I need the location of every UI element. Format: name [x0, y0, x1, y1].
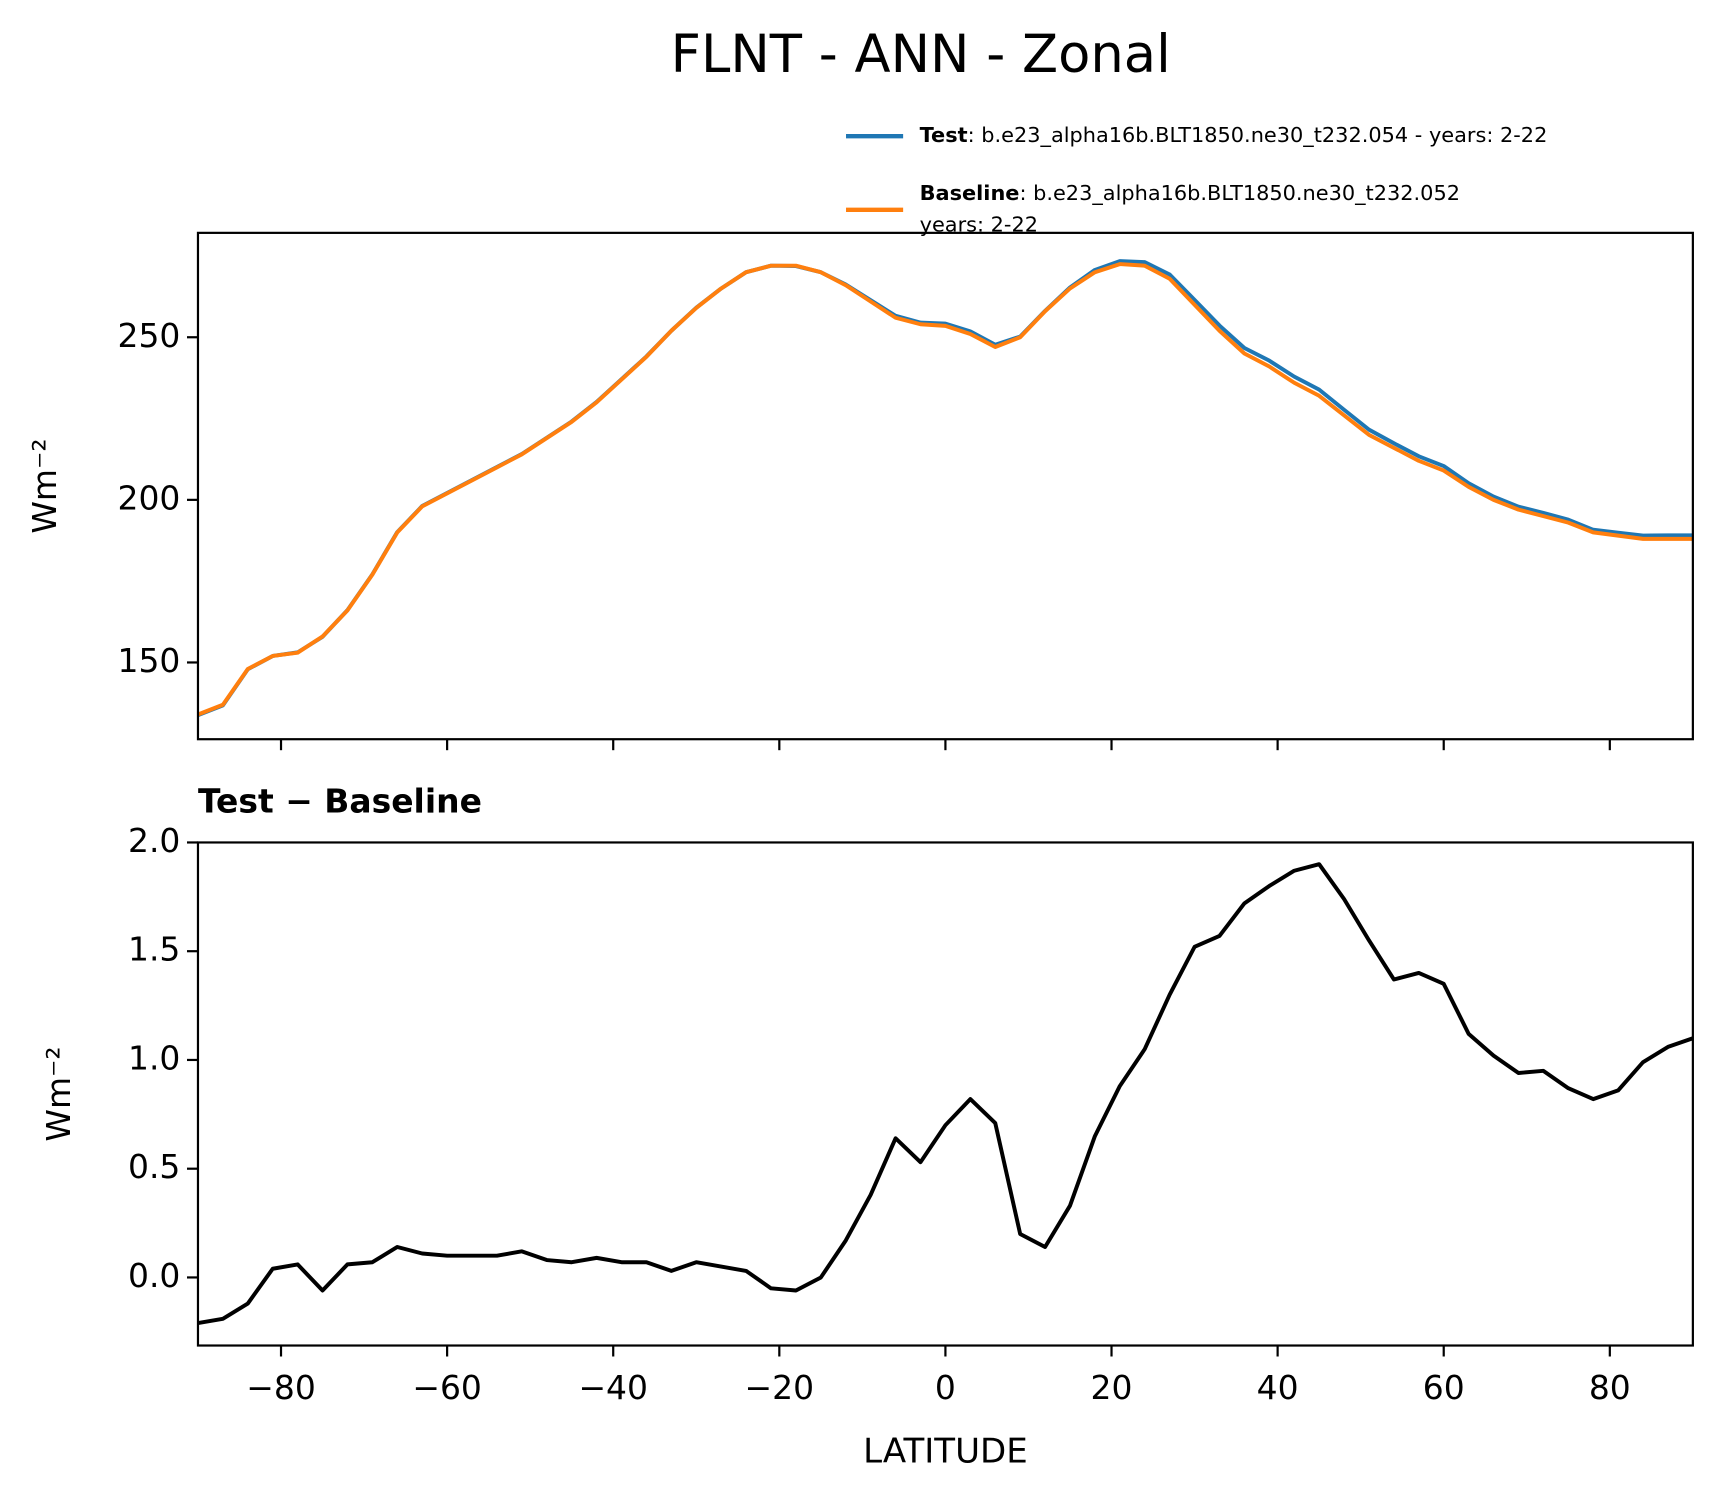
x-tick-label: 20 — [1091, 1368, 1133, 1407]
legend-name: Baseline — [920, 181, 1020, 205]
data-line — [197, 862, 1694, 1326]
legend-label: years: 2-22 — [920, 213, 1038, 237]
y-tick-label: 0.0 — [128, 1256, 180, 1295]
legend-name: Test — [920, 123, 968, 147]
x-axis-label: LATITUDE — [863, 1432, 1028, 1472]
x-tick-label: −60 — [412, 1368, 482, 1407]
panel-title: Test − Baseline — [198, 781, 482, 820]
x-tick-label: −40 — [578, 1368, 648, 1407]
legend-label: Test: b.e23_alpha16b.BLT1850.ne30_t232.0… — [920, 123, 1548, 148]
legend-description: : b.e23_alpha16b.BLT1850.ne30_t232.054 -… — [968, 123, 1548, 148]
y-tick-label: 1.5 — [128, 930, 180, 969]
legend-description: : b.e23_alpha16b.BLT1850.ne30_t232.052 — [1019, 181, 1460, 206]
y-tick-label: 150 — [118, 641, 181, 680]
y-tick-label: 2.0 — [128, 821, 180, 860]
x-tick-label: −80 — [246, 1368, 316, 1407]
legend-label: Baseline: b.e23_alpha16b.BLT1850.ne30_t2… — [920, 181, 1460, 206]
data-line — [197, 262, 1693, 717]
x-tick-label: 40 — [1257, 1368, 1299, 1407]
x-tick-label: 60 — [1423, 1368, 1465, 1407]
y-tick-label: 200 — [118, 478, 181, 517]
y-axis-label: Wm⁻² — [39, 1046, 78, 1141]
plot-frame — [196, 841, 1694, 1347]
x-tick-label: −20 — [745, 1368, 815, 1407]
y-tick-label: 1.0 — [128, 1038, 180, 1077]
legend-description: years: 2-22 — [920, 213, 1038, 237]
y-tick-label: 250 — [118, 316, 181, 355]
x-tick-label: 80 — [1589, 1368, 1631, 1407]
figure-title: FLNT - ANN - Zonal — [671, 24, 1171, 85]
x-tick-label: 0 — [935, 1368, 956, 1407]
y-axis-label: Wm⁻² — [25, 438, 64, 533]
y-tick-label: 0.5 — [128, 1147, 180, 1186]
